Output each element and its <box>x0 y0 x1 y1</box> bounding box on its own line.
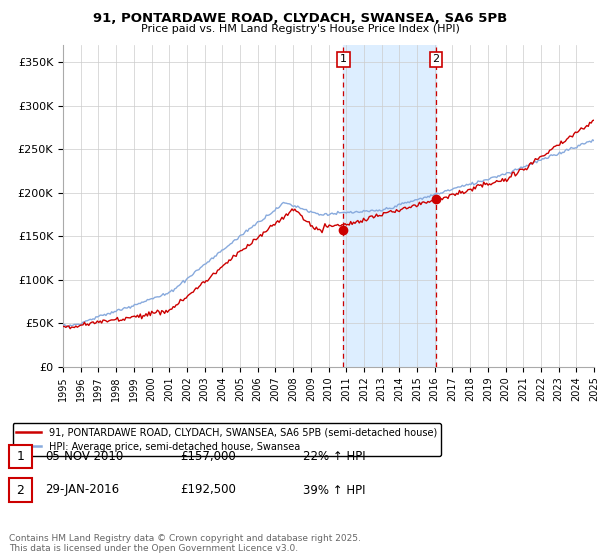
Legend: 91, PONTARDAWE ROAD, CLYDACH, SWANSEA, SA6 5PB (semi-detached house), HPI: Avera: 91, PONTARDAWE ROAD, CLYDACH, SWANSEA, S… <box>13 423 440 456</box>
Text: 2: 2 <box>433 54 440 64</box>
Text: 29-JAN-2016: 29-JAN-2016 <box>45 483 119 497</box>
Bar <box>343 45 436 367</box>
Text: 2: 2 <box>16 483 25 497</box>
Text: Contains HM Land Registry data © Crown copyright and database right 2025.
This d: Contains HM Land Registry data © Crown c… <box>9 534 361 553</box>
Text: £192,500: £192,500 <box>180 483 236 497</box>
Text: 1: 1 <box>340 54 347 64</box>
Text: 22% ↑ HPI: 22% ↑ HPI <box>303 450 365 463</box>
Text: 91, PONTARDAWE ROAD, CLYDACH, SWANSEA, SA6 5PB: 91, PONTARDAWE ROAD, CLYDACH, SWANSEA, S… <box>93 12 507 25</box>
Text: Price paid vs. HM Land Registry's House Price Index (HPI): Price paid vs. HM Land Registry's House … <box>140 24 460 34</box>
Text: 39% ↑ HPI: 39% ↑ HPI <box>303 483 365 497</box>
Text: 05-NOV-2010: 05-NOV-2010 <box>45 450 123 463</box>
Text: 1: 1 <box>16 450 25 463</box>
Text: £157,000: £157,000 <box>180 450 236 463</box>
